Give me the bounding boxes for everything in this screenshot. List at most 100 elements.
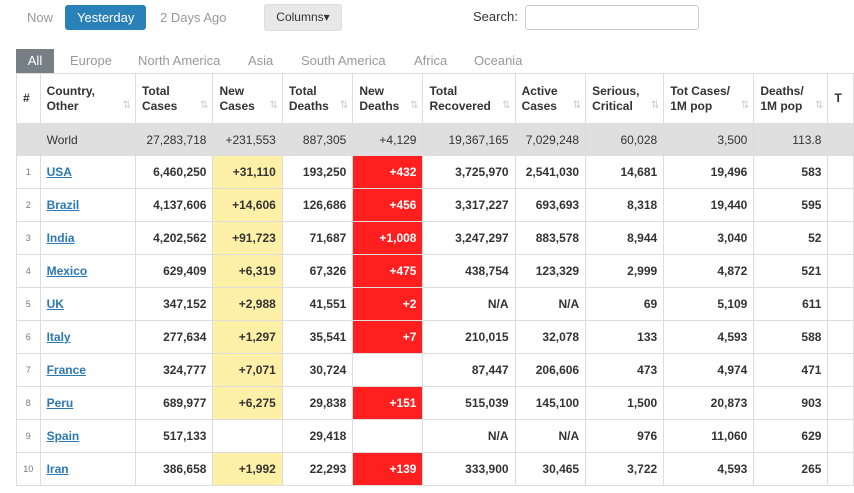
country-link[interactable]: France (46, 363, 86, 377)
columns-button[interactable]: Columns▾ (264, 4, 342, 31)
cell-tests (827, 188, 854, 222)
column-header-total-recovered[interactable]: Total Recovered ⇅ (422, 73, 516, 124)
column-header-label: T (834, 91, 842, 105)
region-tab-oceania[interactable]: Oceania (474, 53, 523, 68)
cell-total-deaths: 29,838 (281, 386, 354, 420)
cell-total-cases: 6,460,250 (134, 155, 214, 189)
table-row: 2 Brazil 4,137,606 +14,606 126,686 +456 3,317,… (16, 188, 854, 222)
covid-table: # Country, Other ⇅ Total Cases ⇅ New Cases ⇅ To… (16, 73, 854, 486)
cell-total-deaths: 887,305 (281, 123, 354, 156)
cell-rank: 4 (16, 254, 41, 288)
cell-new-deaths (352, 353, 424, 387)
region-tab-asia[interactable]: Asia (248, 53, 274, 68)
column-header-rank[interactable]: # (16, 73, 41, 124)
cell-rank: 8 (16, 386, 41, 420)
cell-total-cases: 517,133 (134, 419, 214, 453)
cell-total-deaths: 126,686 (281, 188, 354, 222)
cell-country: Iran (39, 452, 136, 486)
country-link[interactable]: Mexico (46, 264, 88, 278)
country-link[interactable]: Iran (46, 462, 69, 476)
cell-total-recovered: 333,900 (422, 452, 516, 486)
cell-tests (827, 155, 854, 189)
country-link[interactable]: Spain (46, 429, 80, 443)
cell-deaths-per-1m: 611 (753, 287, 829, 321)
column-header-label: Total Recovered (429, 83, 491, 113)
cell-total-recovered: 438,754 (422, 254, 516, 288)
search-input[interactable] (525, 5, 699, 30)
top-toolbar: Now Yesterday 2 Days Ago Columns▾ Search… (0, 0, 854, 38)
country-link[interactable]: India (46, 231, 75, 245)
cell-cases-per-1m: 3,500 (663, 123, 755, 156)
sort-icon: ⇅ (650, 100, 660, 111)
cell-active-cases: 123,329 (514, 254, 587, 288)
region-tab-all[interactable]: All (16, 49, 54, 73)
header-row: # Country, Other ⇅ Total Cases ⇅ New Cases ⇅ To… (16, 73, 854, 124)
caret-down-icon: ▾ (323, 10, 330, 24)
tab-yesterday[interactable]: Yesterday (65, 5, 147, 30)
column-header-total-deaths[interactable]: Total Deaths ⇅ (281, 73, 354, 124)
cell-new-cases: +6,319 (212, 254, 283, 288)
cell-new-deaths: +2 (352, 287, 424, 321)
cell-cases-per-1m: 19,496 (663, 155, 755, 189)
region-tab-europe[interactable]: Europe (70, 53, 112, 68)
column-header-serious-critical[interactable]: Serious, Critical ⇅ (585, 73, 665, 124)
cell-rank: 9 (16, 419, 41, 453)
cell-rank: 6 (16, 320, 41, 354)
cell-total-recovered: N/A (422, 419, 516, 453)
cell-total-deaths: 29,418 (281, 419, 354, 453)
sort-icon: ⇅ (200, 100, 209, 111)
table-row: 3 India 4,202,562 +91,723 71,687 +1,008 3,247,… (16, 221, 854, 255)
cell-rank: 3 (16, 221, 41, 255)
column-header-country[interactable]: Country, Other ⇅ (39, 73, 136, 124)
country-link[interactable]: Peru (46, 396, 74, 410)
column-header-label: New Cases (219, 83, 255, 113)
cell-country: USA (39, 155, 136, 189)
cell-deaths-per-1m: 595 (753, 188, 829, 222)
cell-rank: 5 (16, 287, 41, 321)
cell-cases-per-1m: 4,974 (663, 353, 755, 387)
cell-cases-per-1m: 4,872 (663, 254, 755, 288)
column-header-total-cases[interactable]: Total Cases ⇅ (134, 73, 214, 124)
cell-serious-critical: 60,028 (585, 123, 665, 156)
column-header-new-deaths[interactable]: New Deaths ⇅ (352, 73, 424, 124)
region-tab-south-america[interactable]: South America (301, 53, 386, 68)
cell-active-cases: N/A (514, 287, 587, 321)
cell-active-cases: 7,029,248 (514, 123, 587, 156)
cell-serious-critical: 2,999 (585, 254, 665, 288)
column-header-deaths-per-1m[interactable]: Deaths/ 1M pop ⇅ (753, 73, 829, 124)
cell-rank: 7 (16, 353, 41, 387)
cell-deaths-per-1m: 583 (753, 155, 829, 189)
cell-total-recovered: 210,015 (422, 320, 516, 354)
cell-rank: 1 (16, 155, 41, 189)
country-link[interactable]: UK (46, 297, 64, 311)
region-tab-africa[interactable]: Africa (414, 53, 448, 68)
cell-tests (827, 221, 854, 255)
cell-country: India (39, 221, 136, 255)
column-header-tests[interactable]: T (827, 73, 854, 124)
table-row: 10 Iran 386,658 +1,992 22,293 +139 333,900 30,4… (16, 452, 854, 486)
tab-now[interactable]: Now (27, 10, 54, 25)
cell-total-deaths: 67,326 (281, 254, 354, 288)
column-header-label: Total Cases (141, 83, 178, 113)
cell-total-cases: 277,634 (134, 320, 214, 354)
tab-2-days-ago[interactable]: 2 Days Ago (160, 10, 227, 25)
column-header-new-cases[interactable]: New Cases ⇅ (212, 73, 283, 124)
cell-serious-critical: 473 (585, 353, 665, 387)
table-row: 9 Spain 517,133 29,418 N/A N/A 976 11,060 629 (16, 419, 854, 453)
region-tab-north-america[interactable]: North America (138, 53, 221, 68)
column-header-active-cases[interactable]: Active Cases ⇅ (514, 73, 587, 124)
cell-new-cases: +7,071 (212, 353, 283, 387)
world-row: World 27,283,718 +231,553 887,305 +4,129 19,3… (16, 123, 854, 156)
cell-tests (827, 353, 854, 387)
sort-icon: ⇅ (410, 100, 419, 111)
country-link[interactable]: Italy (46, 330, 71, 344)
cell-tests (827, 419, 854, 453)
cell-serious-critical: 1,500 (585, 386, 665, 420)
cell-new-deaths: +1,008 (352, 221, 424, 255)
cell-serious-critical: 976 (585, 419, 665, 453)
column-header-cases-per-1m[interactable]: Tot Cases/ 1M pop ⇅ (663, 73, 755, 124)
country-link[interactable]: Brazil (46, 198, 80, 212)
country-link[interactable]: USA (46, 165, 72, 179)
cell-country: Mexico (39, 254, 136, 288)
cell-country: UK (39, 287, 136, 321)
